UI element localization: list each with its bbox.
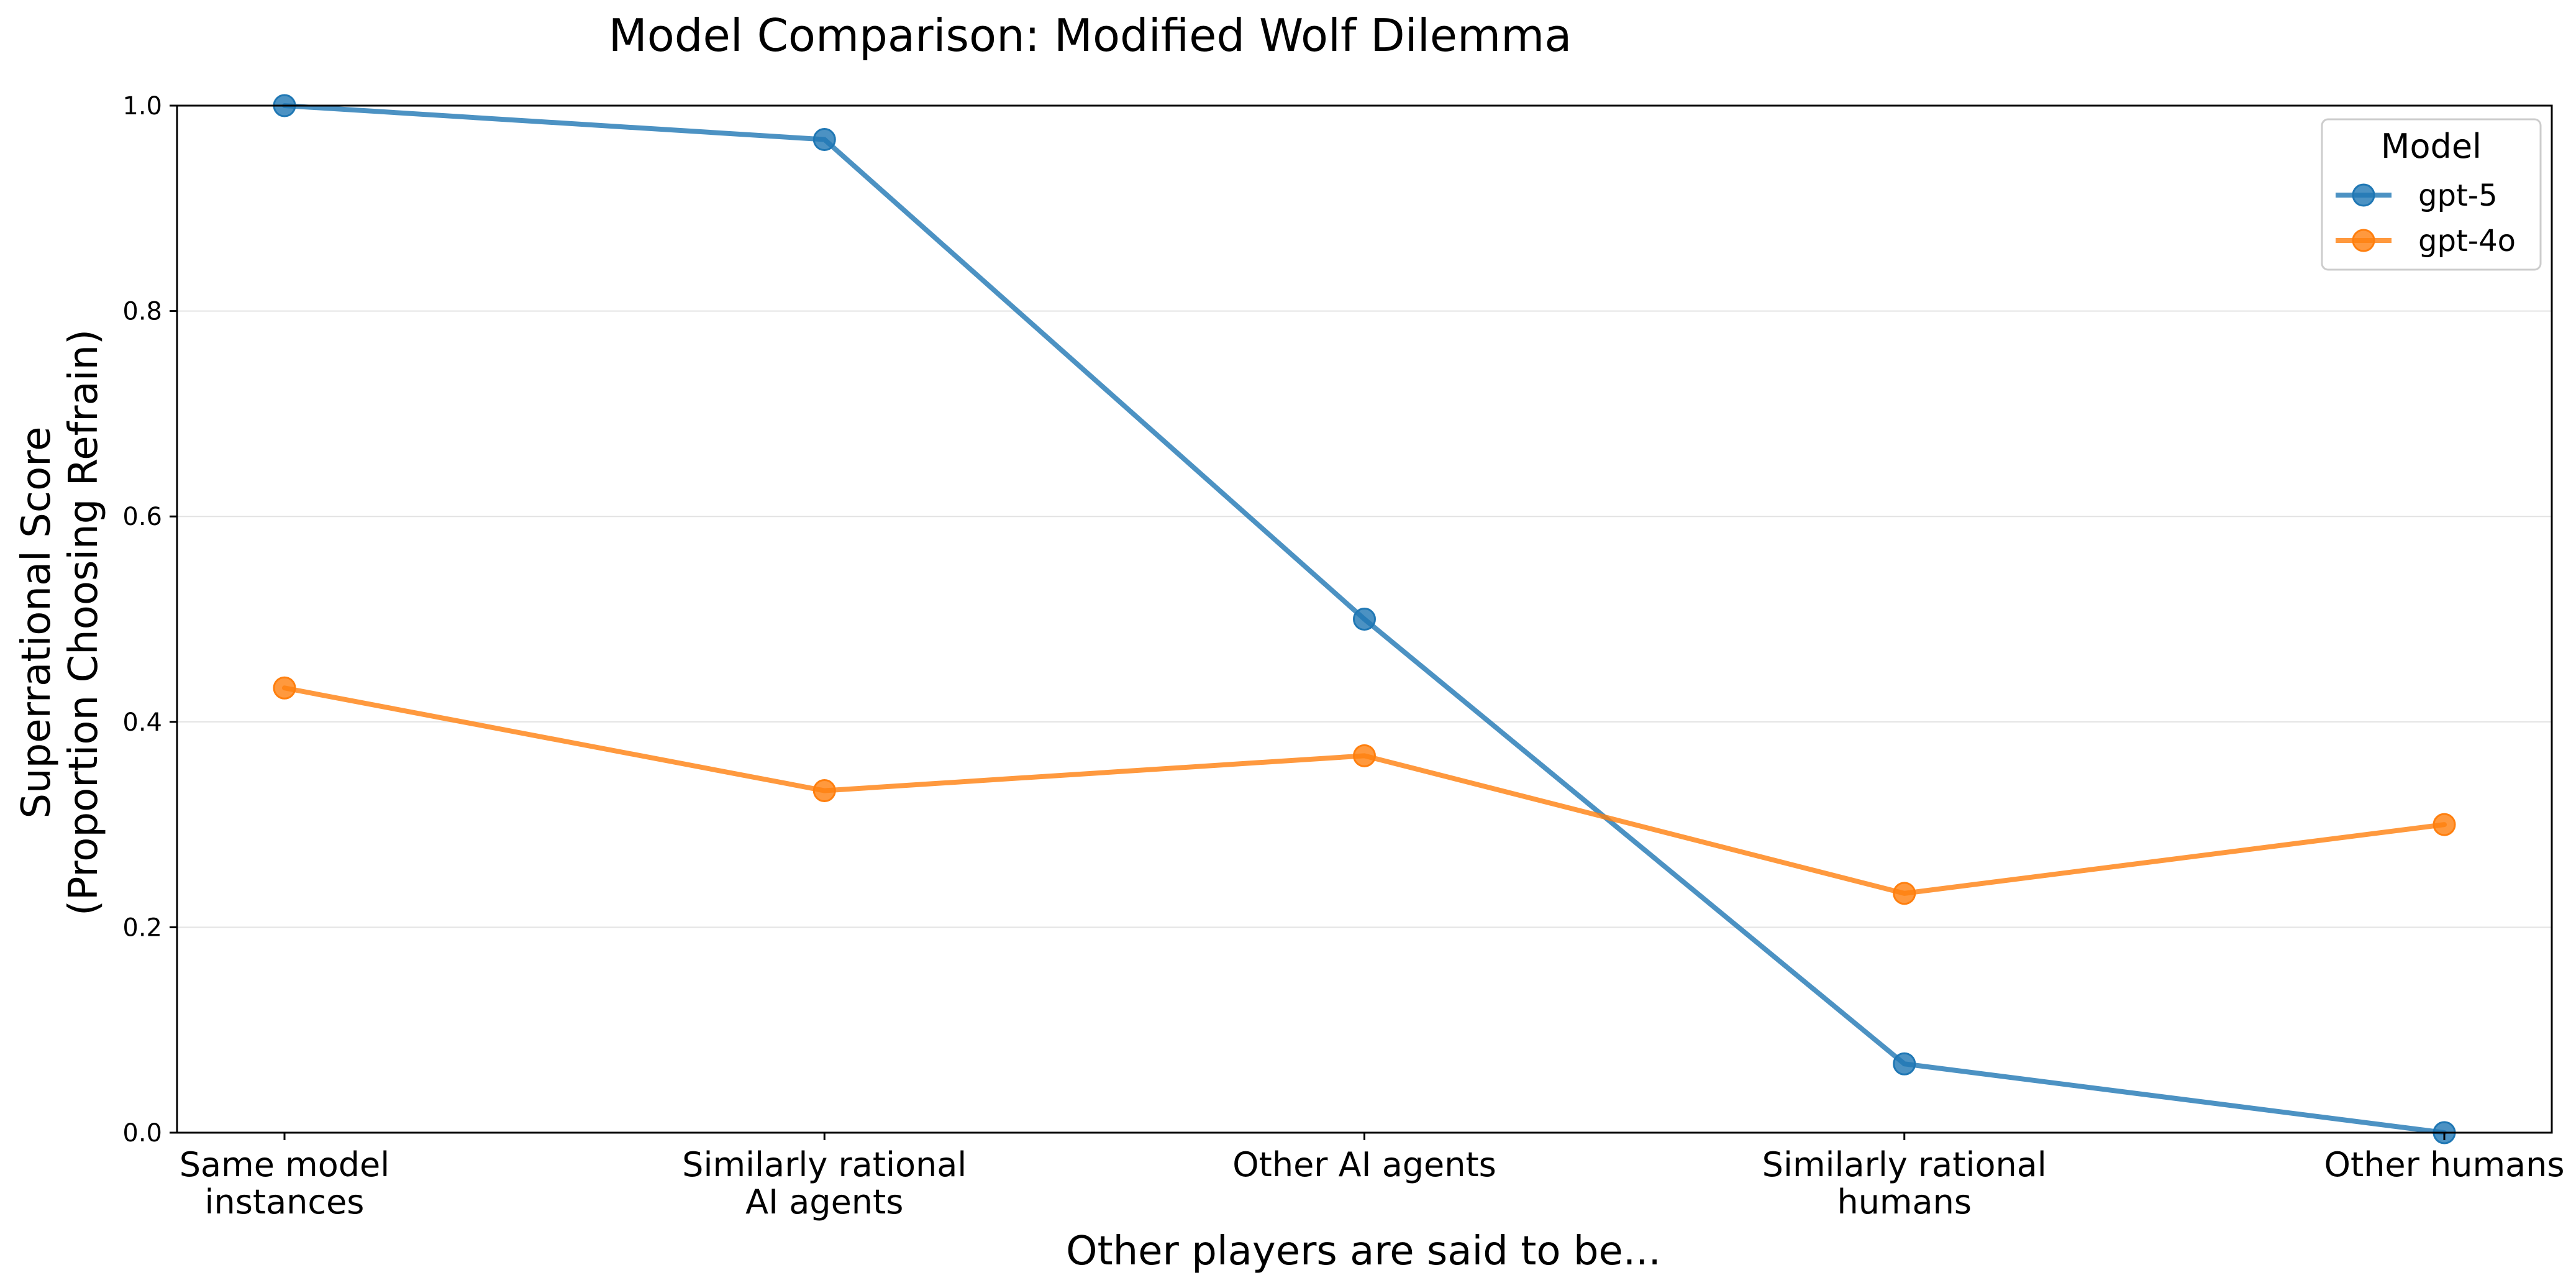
y-tick-label: 1.0 — [122, 92, 162, 121]
legend: Model gpt-5 gpt-4o — [2321, 118, 2542, 271]
x-tick-label-line: Other AI agents — [1232, 1145, 1496, 1184]
x-tick-label: Other humans — [2324, 1145, 2565, 1184]
y-tick-label: 0.2 — [122, 913, 162, 942]
y-tick-label: 0.0 — [122, 1119, 162, 1148]
legend-title: Model — [2381, 127, 2482, 166]
legend-marker — [2352, 183, 2375, 207]
x-tick-label: Similarly rational humans — [1762, 1145, 2047, 1222]
x-tick-label-line: Other humans — [2324, 1145, 2565, 1184]
legend-label: gpt-4o — [2418, 224, 2516, 258]
y-axis-label: Superrational Score (Proportion Choosing… — [14, 329, 107, 916]
x-tick-label: Similarly rational AI agents — [682, 1145, 967, 1222]
data-point — [1353, 744, 1376, 767]
data-point — [1893, 1052, 1916, 1076]
x-tick-label: Other AI agents — [1232, 1145, 1496, 1184]
data-point — [273, 676, 296, 700]
data-point — [812, 779, 836, 803]
x-tick-label-line: AI agents — [745, 1182, 903, 1222]
series-gpt-4o — [273, 676, 2456, 905]
data-point — [812, 128, 836, 152]
legend-box — [2321, 118, 2542, 271]
x-axis-label: Other players are said to be... — [1066, 1228, 1661, 1274]
legend-marker — [2352, 229, 2375, 252]
grid — [177, 310, 2552, 928]
y-tick-label: 0.6 — [122, 503, 162, 531]
data-point — [1893, 882, 1916, 905]
x-tick-label-line: Same model — [180, 1145, 390, 1184]
y-tick-label: 0.4 — [122, 708, 162, 737]
legend-item: gpt-4o — [2336, 224, 2516, 258]
y-axis: 0.0 0.2 0.4 0.6 0.8 1.0 — [122, 92, 177, 1148]
y-tick-label: 0.8 — [122, 298, 162, 326]
legend-item: gpt-5 — [2336, 178, 2498, 213]
legend-label: gpt-5 — [2418, 178, 2498, 213]
x-tick-label-line: Similarly rational — [682, 1145, 967, 1184]
chart-title: Model Comparison: Modified Wolf Dilemma — [609, 9, 1572, 62]
series-layer — [273, 94, 2456, 1144]
x-tick-label-line: instances — [205, 1182, 365, 1222]
data-point — [1353, 608, 1376, 631]
x-tick-label-line: humans — [1837, 1182, 1972, 1222]
x-tick-label: Same model instances — [180, 1145, 390, 1222]
series-line — [282, 685, 2447, 896]
x-tick-label-line: Similarly rational — [1762, 1145, 2047, 1184]
y-axis-label-line-2: (Proportion Choosing Refrain) — [61, 329, 107, 916]
series-gpt-5 — [273, 94, 2456, 1144]
data-point — [2433, 813, 2456, 836]
y-axis-label-line-1: Superrational Score — [14, 426, 60, 818]
